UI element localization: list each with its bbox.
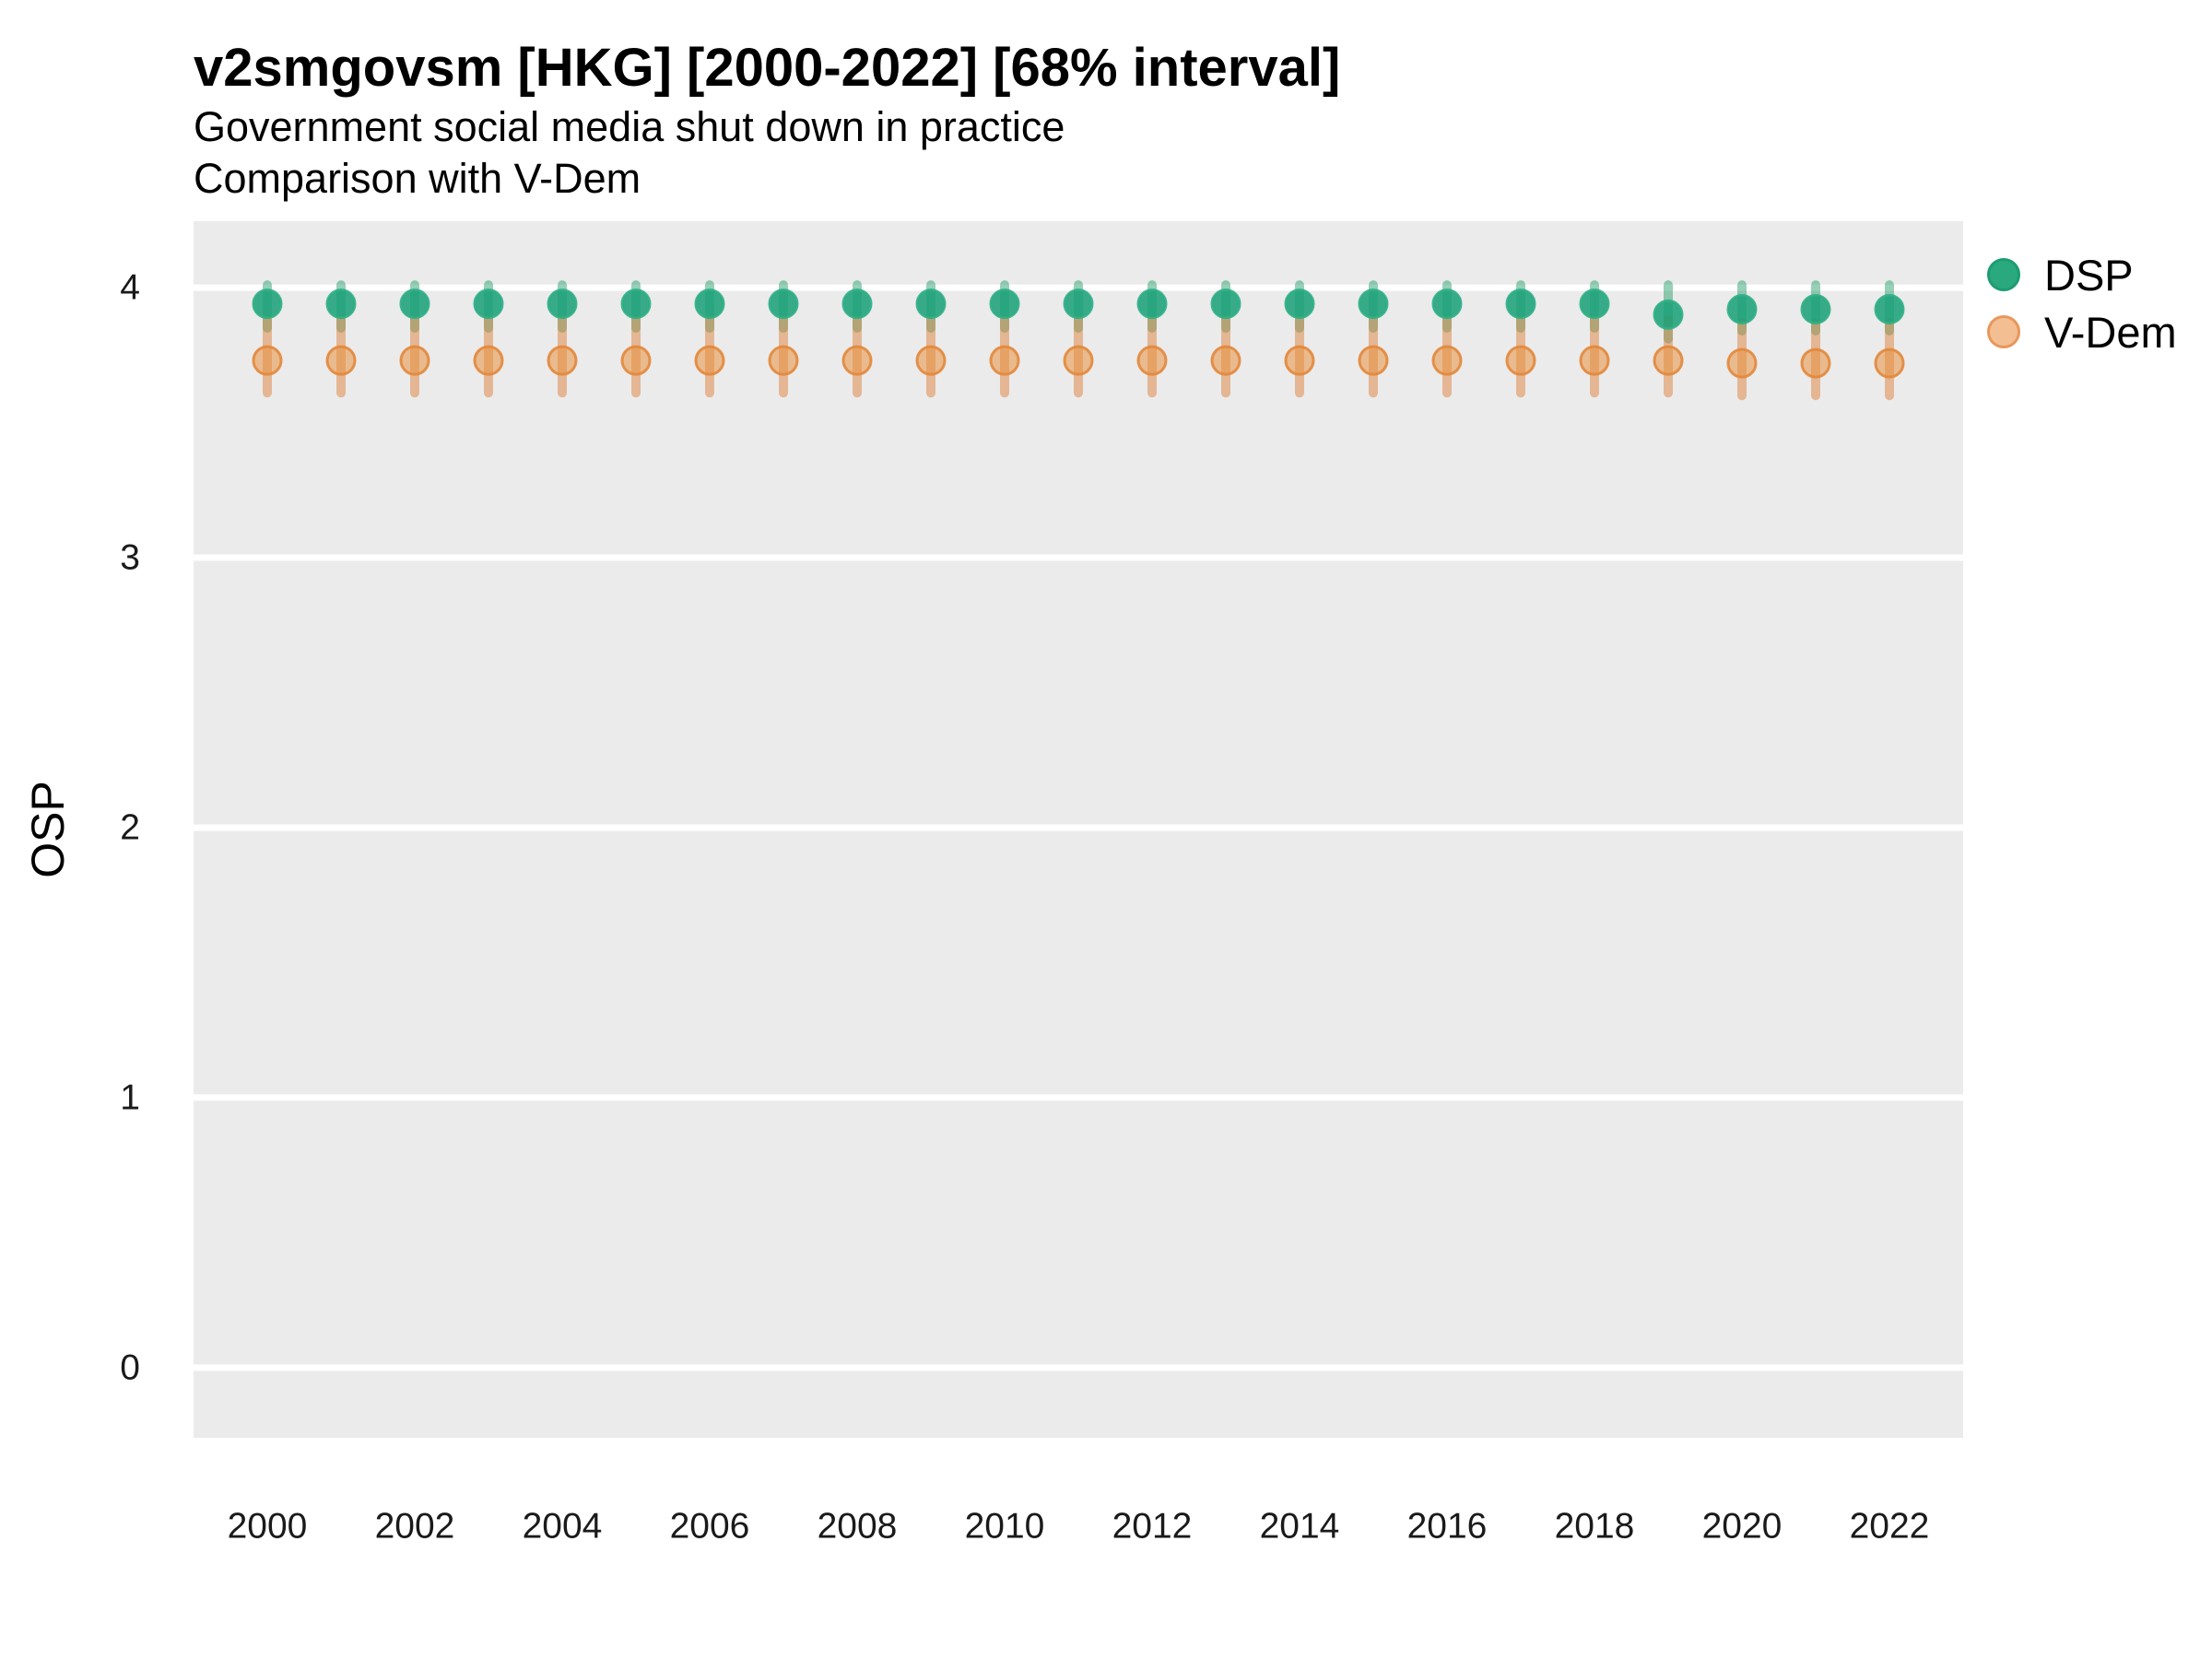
x-tick-label-2016: 2016 bbox=[1407, 1507, 1488, 1547]
x-tick-label-2004: 2004 bbox=[523, 1507, 603, 1547]
x-tick-label-2022: 2022 bbox=[1850, 1507, 1930, 1547]
dsp-point-2006 bbox=[694, 288, 725, 320]
y-tick-label-0: 0 bbox=[120, 1347, 140, 1387]
dsp-point-2016 bbox=[1431, 288, 1463, 320]
y-tick-label-2: 2 bbox=[120, 807, 140, 847]
dsp-point-2019 bbox=[1653, 299, 1684, 330]
vdem-point-2019 bbox=[1653, 345, 1684, 376]
dsp-point-2017 bbox=[1505, 288, 1536, 320]
vdem-point-2014 bbox=[1284, 345, 1315, 376]
dsp-point-2020 bbox=[1726, 293, 1758, 324]
chart-title: v2smgovsm [HKG] [2000-2022] [68% interva… bbox=[194, 38, 1341, 98]
dsp-point-2009 bbox=[915, 288, 947, 320]
vdem-point-2001 bbox=[325, 345, 357, 376]
dsp-point-2010 bbox=[989, 288, 1020, 320]
dsp-point-2005 bbox=[620, 288, 652, 320]
y-tick-label-4: 4 bbox=[120, 268, 140, 308]
x-tick-label-2010: 2010 bbox=[965, 1507, 1045, 1547]
legend-label-dsp: DSP bbox=[2044, 250, 2134, 300]
vdem-point-2012 bbox=[1136, 345, 1168, 376]
vdem-point-2002 bbox=[399, 345, 430, 376]
x-tick-label-2012: 2012 bbox=[1112, 1507, 1193, 1547]
x-tick-label-2018: 2018 bbox=[1555, 1507, 1635, 1547]
x-tick-label-2000: 2000 bbox=[228, 1507, 308, 1547]
y-tick-label-3: 3 bbox=[120, 538, 140, 578]
vdem-legend-dot-icon bbox=[1987, 315, 2020, 348]
legend: DSP V-Dem bbox=[1987, 250, 2177, 357]
dsp-point-2000 bbox=[252, 288, 283, 320]
vdem-point-2004 bbox=[547, 345, 578, 376]
x-tick-label-2008: 2008 bbox=[818, 1507, 898, 1547]
dsp-point-2013 bbox=[1210, 288, 1241, 320]
x-tick-label-2002: 2002 bbox=[375, 1507, 455, 1547]
legend-label-vdem: V-Dem bbox=[2044, 307, 2177, 357]
vdem-point-2015 bbox=[1358, 345, 1389, 376]
vdem-point-2010 bbox=[989, 345, 1020, 376]
vdem-point-2022 bbox=[1874, 347, 1905, 379]
dsp-point-2022 bbox=[1874, 293, 1905, 324]
legend-item-vdem: V-Dem bbox=[1987, 307, 2177, 357]
vdem-point-2008 bbox=[841, 345, 873, 376]
vdem-point-2018 bbox=[1579, 345, 1610, 376]
x-tick-label-2006: 2006 bbox=[670, 1507, 750, 1547]
vdem-point-2006 bbox=[694, 345, 725, 376]
vdem-point-2011 bbox=[1063, 345, 1094, 376]
dsp-point-2021 bbox=[1800, 293, 1831, 324]
vdem-point-2013 bbox=[1210, 345, 1241, 376]
dsp-point-2001 bbox=[325, 288, 357, 320]
vdem-point-2000 bbox=[252, 345, 283, 376]
chart-subtitle: Government social media shut down in pra… bbox=[194, 103, 1065, 150]
vdem-point-2020 bbox=[1726, 347, 1758, 379]
dsp-point-2015 bbox=[1358, 288, 1389, 320]
vdem-point-2016 bbox=[1431, 345, 1463, 376]
x-tick-label-2020: 2020 bbox=[1702, 1507, 1783, 1547]
vdem-point-2017 bbox=[1505, 345, 1536, 376]
y-axis-title: OSP bbox=[22, 781, 74, 878]
vdem-point-2003 bbox=[473, 345, 504, 376]
x-tick-label-2014: 2014 bbox=[1260, 1507, 1340, 1547]
dsp-point-2018 bbox=[1579, 288, 1610, 320]
legend-item-dsp: DSP bbox=[1987, 250, 2177, 300]
vdem-point-2005 bbox=[620, 345, 652, 376]
dsp-point-2002 bbox=[399, 288, 430, 320]
chart-subtitle-comparison: Comparison with V-Dem bbox=[194, 155, 641, 202]
dsp-point-2014 bbox=[1284, 288, 1315, 320]
dsp-legend-dot-icon bbox=[1987, 258, 2020, 291]
dsp-point-2007 bbox=[768, 288, 799, 320]
vdem-point-2007 bbox=[768, 345, 799, 376]
dsp-point-2004 bbox=[547, 288, 578, 320]
dsp-point-2003 bbox=[473, 288, 504, 320]
dsp-point-2011 bbox=[1063, 288, 1094, 320]
vdem-point-2021 bbox=[1800, 347, 1831, 379]
dsp-point-2012 bbox=[1136, 288, 1168, 320]
dsp-point-2008 bbox=[841, 288, 873, 320]
y-tick-label-1: 1 bbox=[120, 1077, 140, 1117]
vdem-point-2009 bbox=[915, 345, 947, 376]
